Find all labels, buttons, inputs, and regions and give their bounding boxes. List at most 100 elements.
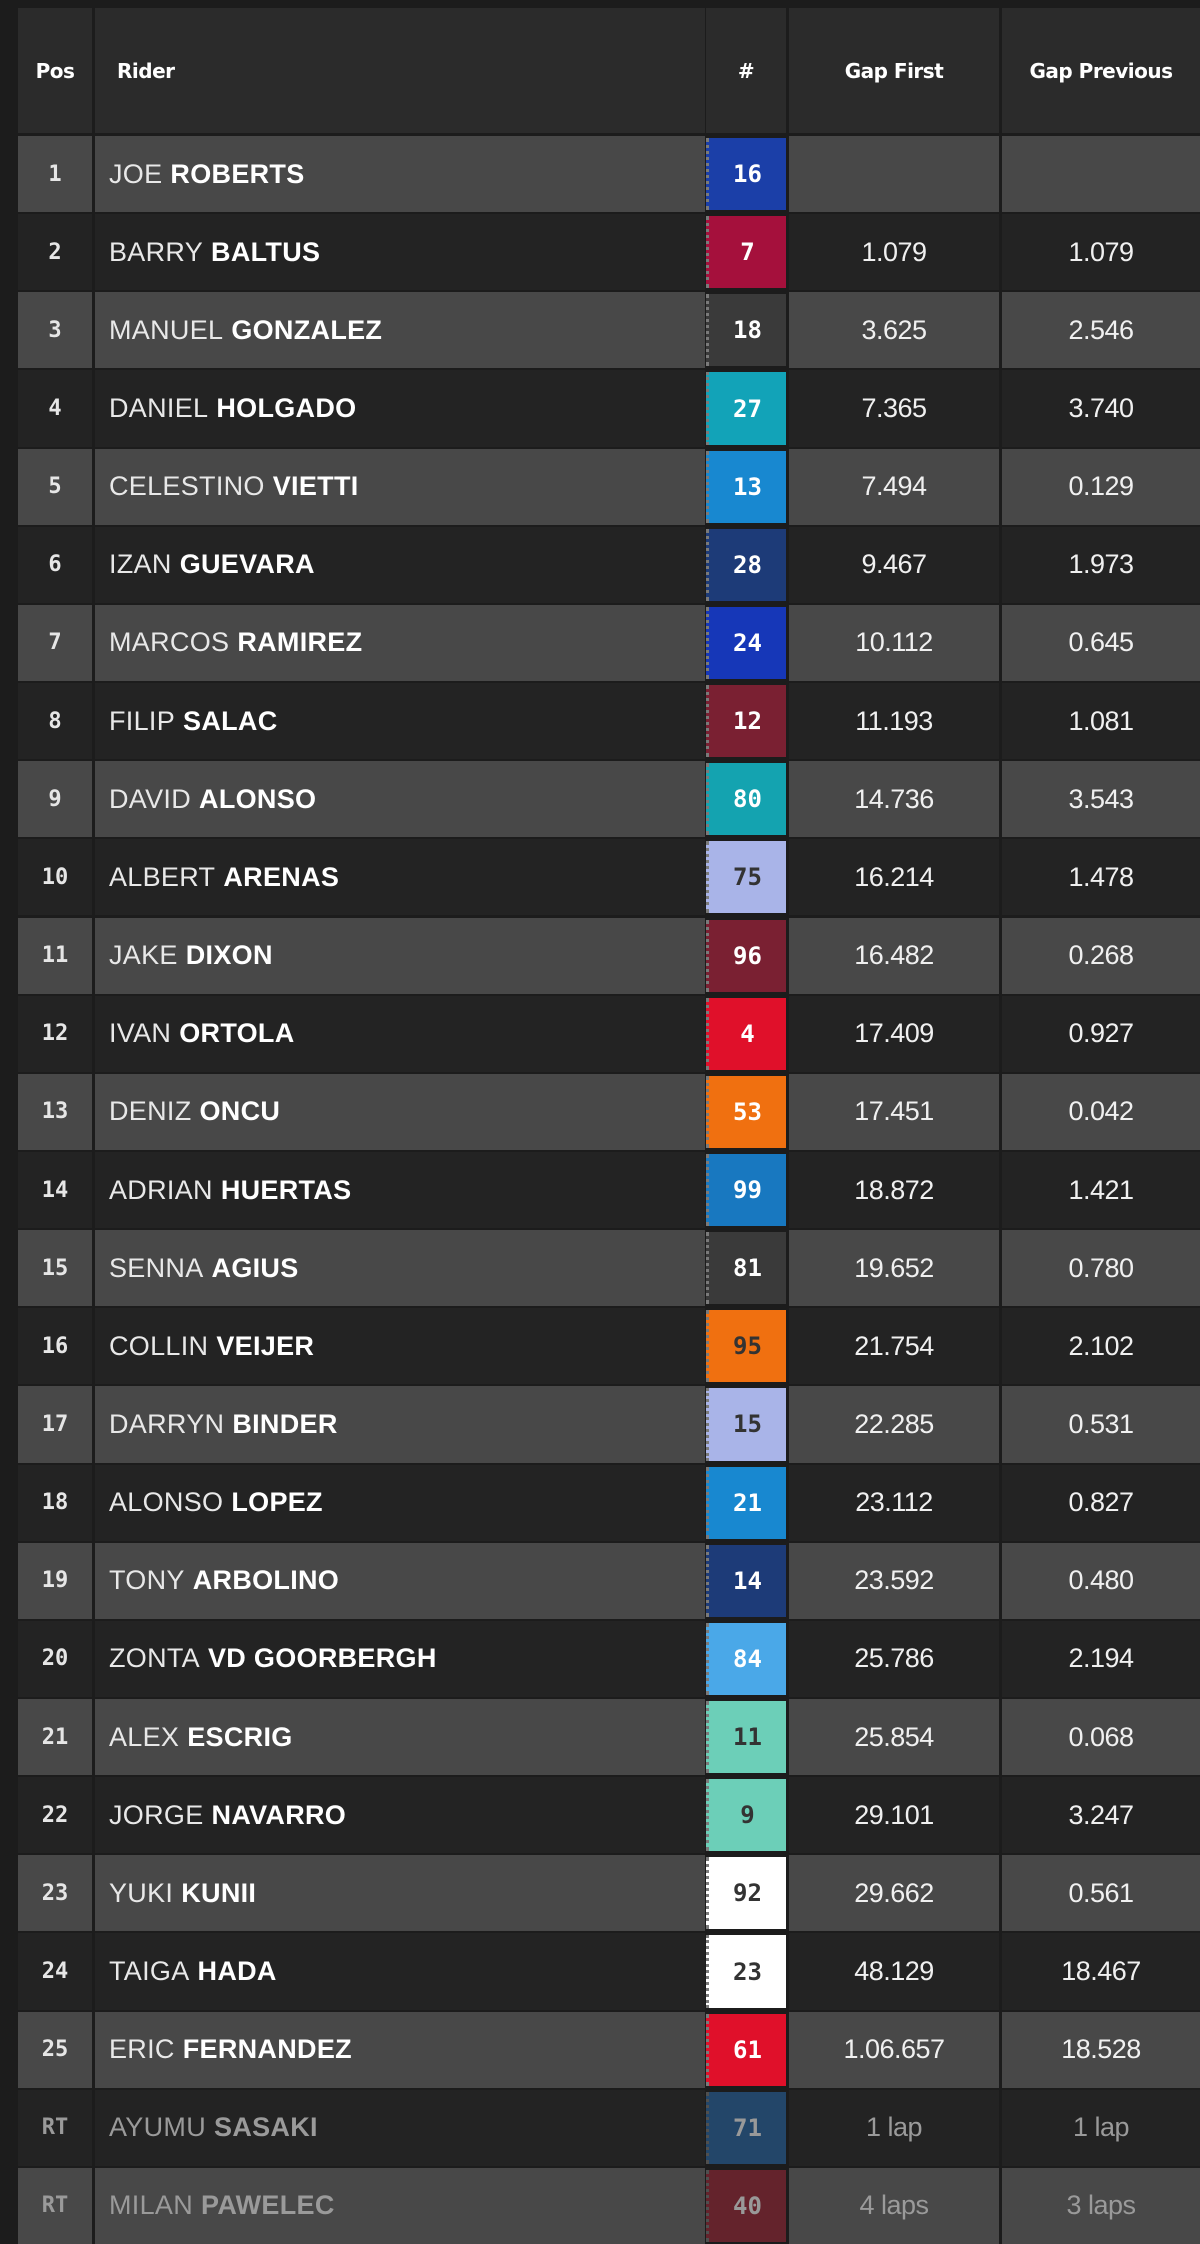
- header-pos[interactable]: Pos: [18, 8, 92, 133]
- table-row[interactable]: 24 TAIGA HADA 23 48.129 18.467: [0, 1933, 1200, 2010]
- rider-cell: FILIP SALAC: [95, 683, 705, 760]
- table-row[interactable]: 19 TONY ARBOLINO 14 23.592 0.480: [0, 1542, 1200, 1619]
- rider-number-badge: 28: [706, 528, 786, 601]
- table-row[interactable]: 4 DANIEL HOLGADO 27 7.365 3.740: [0, 370, 1200, 447]
- gap-previous-cell: 2.102: [1002, 1308, 1200, 1385]
- gap-previous-cell: 18.528: [1002, 2011, 1200, 2088]
- header-gap-previous[interactable]: Gap Previous: [1002, 8, 1200, 133]
- table-row[interactable]: 6 IZAN GUEVARA 28 9.467 1.973: [0, 526, 1200, 603]
- rider-last-name: VEIJER: [216, 1330, 315, 1361]
- table-row[interactable]: 1 JOE ROBERTS 16: [0, 136, 1200, 213]
- table-row[interactable]: 10 ALBERT ARENAS 75 16.214 1.478: [0, 839, 1200, 916]
- rider-number-badge: 81: [706, 1232, 786, 1305]
- rider-cell: DAVID ALONSO: [95, 761, 705, 838]
- table-row[interactable]: 13 DENIZ ONCU 53 17.451 0.042: [0, 1073, 1200, 1150]
- rider-first-name: TAIGA: [109, 1956, 190, 1986]
- table-row[interactable]: RT MILAN PAWELEC 40 4 laps 3 laps: [0, 2167, 1200, 2244]
- rider-last-name: BALTUS: [211, 236, 321, 267]
- gap-previous-cell: 1.973: [1002, 526, 1200, 603]
- gap-first-cell: 1 lap: [789, 2089, 999, 2166]
- table-row[interactable]: 25 ERIC FERNANDEZ 61 1.06.657 18.528: [0, 2011, 1200, 2088]
- rider-first-name: ALEX: [109, 1721, 180, 1752]
- position: 3: [48, 317, 62, 343]
- gap-previous-cell: 0.827: [1002, 1464, 1200, 1541]
- pos-cell: 19: [18, 1542, 92, 1619]
- table-row[interactable]: 22 JORGE NAVARRO 9 29.101 3.247: [0, 1777, 1200, 1854]
- rider-last-name: VIETTI: [272, 471, 359, 502]
- rider-last-name: ARENAS: [223, 861, 340, 892]
- rider-cell: SENNA AGIUS: [95, 1230, 705, 1307]
- rider-cell: BARRY BALTUS: [95, 214, 705, 291]
- gap-first-cell: 10.112: [789, 604, 999, 682]
- table-row[interactable]: 12 IVAN ORTOLA 4 17.409 0.927: [0, 995, 1200, 1072]
- table-row[interactable]: 8 FILIP SALAC 12 11.193 1.081: [0, 683, 1200, 760]
- table-row[interactable]: 23 YUKI KUNII 92 29.662 0.561: [0, 1855, 1200, 1932]
- gap-previous-cell: 0.780: [1002, 1230, 1200, 1307]
- table-row[interactable]: 2 BARRY BALTUS 7 1.079 1.079: [0, 214, 1200, 291]
- gap-previous-cell: 0.068: [1002, 1699, 1200, 1776]
- position: 19: [41, 1568, 69, 1594]
- gap-first-cell: 16.214: [789, 839, 999, 916]
- gap-previous-cell: 1.421: [1002, 1151, 1200, 1229]
- rider-number-badge: 15: [706, 1388, 786, 1461]
- header-rider[interactable]: Rider: [95, 8, 705, 133]
- position: 18: [41, 1490, 69, 1516]
- rider-first-name: IZAN: [109, 549, 172, 580]
- rider-first-name: COLLIN: [109, 1330, 209, 1361]
- table-row[interactable]: RT AYUMU SASAKI 71 1 lap 1 lap: [0, 2089, 1200, 2166]
- rider-last-name: AGIUS: [211, 1252, 299, 1283]
- gap-first-cell: 23.592: [789, 1542, 999, 1619]
- pos-cell: 14: [18, 1151, 92, 1229]
- table-row[interactable]: 15 SENNA AGIUS 81 19.652 0.780: [0, 1230, 1200, 1307]
- table-row[interactable]: 16 COLLIN VEIJER 95 21.754 2.102: [0, 1308, 1200, 1385]
- rider-cell: DENIZ ONCU: [95, 1073, 705, 1150]
- rider-last-name: PAWELEC: [201, 2190, 335, 2221]
- rider-number-badge: 11: [706, 1701, 786, 1774]
- table-row[interactable]: 7 MARCOS RAMIREZ 24 10.112 0.645: [0, 604, 1200, 682]
- gap-first: 21.754: [854, 1330, 934, 1361]
- rider-first-name: JORGE: [109, 1799, 204, 1830]
- gap-first: 48.129: [854, 1956, 934, 1986]
- rider-last-name: SALAC: [183, 705, 278, 736]
- rider-cell: AYUMU SASAKI: [95, 2089, 705, 2166]
- pos-cell: 4: [18, 370, 92, 447]
- gap-previous-cell: 0.129: [1002, 448, 1200, 525]
- position: 14: [41, 1177, 69, 1203]
- pos-cell: 23: [18, 1855, 92, 1932]
- rider-last-name: ARBOLINO: [192, 1565, 340, 1596]
- table-row[interactable]: 3 MANUEL GONZALEZ 18 3.625 2.546: [0, 292, 1200, 369]
- header-number[interactable]: #: [706, 8, 786, 133]
- gap-first: 18.872: [854, 1174, 934, 1205]
- gap-previous-cell: 1.081: [1002, 683, 1200, 760]
- header-gap-first[interactable]: Gap First: [789, 8, 999, 133]
- table-row[interactable]: 9 DAVID ALONSO 80 14.736 3.543: [0, 761, 1200, 838]
- table-row[interactable]: 5 CELESTINO VIETTI 13 7.494 0.129: [0, 448, 1200, 525]
- gap-previous-cell: 0.531: [1002, 1386, 1200, 1463]
- gap-previous-cell: 2.194: [1002, 1620, 1200, 1697]
- gap-previous: 1.079: [1068, 236, 1134, 267]
- table-row[interactable]: 11 JAKE DIXON 96 16.482 0.268: [0, 917, 1200, 994]
- table-row[interactable]: 21 ALEX ESCRIG 11 25.854 0.068: [0, 1699, 1200, 1776]
- position: 15: [41, 1255, 69, 1281]
- rider-last-name: ONCU: [199, 1096, 281, 1127]
- gap-previous-cell: 1.478: [1002, 839, 1200, 916]
- position: 20: [41, 1646, 69, 1672]
- rider-number-badge: 27: [706, 372, 786, 445]
- rider-number-badge: 18: [706, 294, 786, 367]
- table-row[interactable]: 14 ADRIAN HUERTAS 99 18.872 1.421: [0, 1151, 1200, 1229]
- pos-cell: 3: [18, 292, 92, 369]
- table-row[interactable]: 20 ZONTA VD GOORBERGH 84 25.786 2.194: [0, 1620, 1200, 1697]
- gap-first-cell: 23.112: [789, 1464, 999, 1541]
- table-row[interactable]: 17 DARRYN BINDER 15 22.285 0.531: [0, 1386, 1200, 1463]
- rider-number-badge: 12: [706, 685, 786, 758]
- rider-cell: ALEX ESCRIG: [95, 1699, 705, 1776]
- table-row[interactable]: 18 ALONSO LOPEZ 21 23.112 0.827: [0, 1464, 1200, 1541]
- gap-first: 25.854: [854, 1721, 934, 1752]
- rider-number-badge: 21: [706, 1466, 786, 1539]
- gap-first-cell: 17.451: [789, 1073, 999, 1150]
- rider-last-name: DIXON: [185, 940, 273, 971]
- gap-previous: 2.194: [1068, 1643, 1134, 1674]
- gap-previous-cell: 0.645: [1002, 604, 1200, 682]
- rider-number-badge: 80: [706, 763, 786, 836]
- gap-previous-cell: 3.543: [1002, 761, 1200, 838]
